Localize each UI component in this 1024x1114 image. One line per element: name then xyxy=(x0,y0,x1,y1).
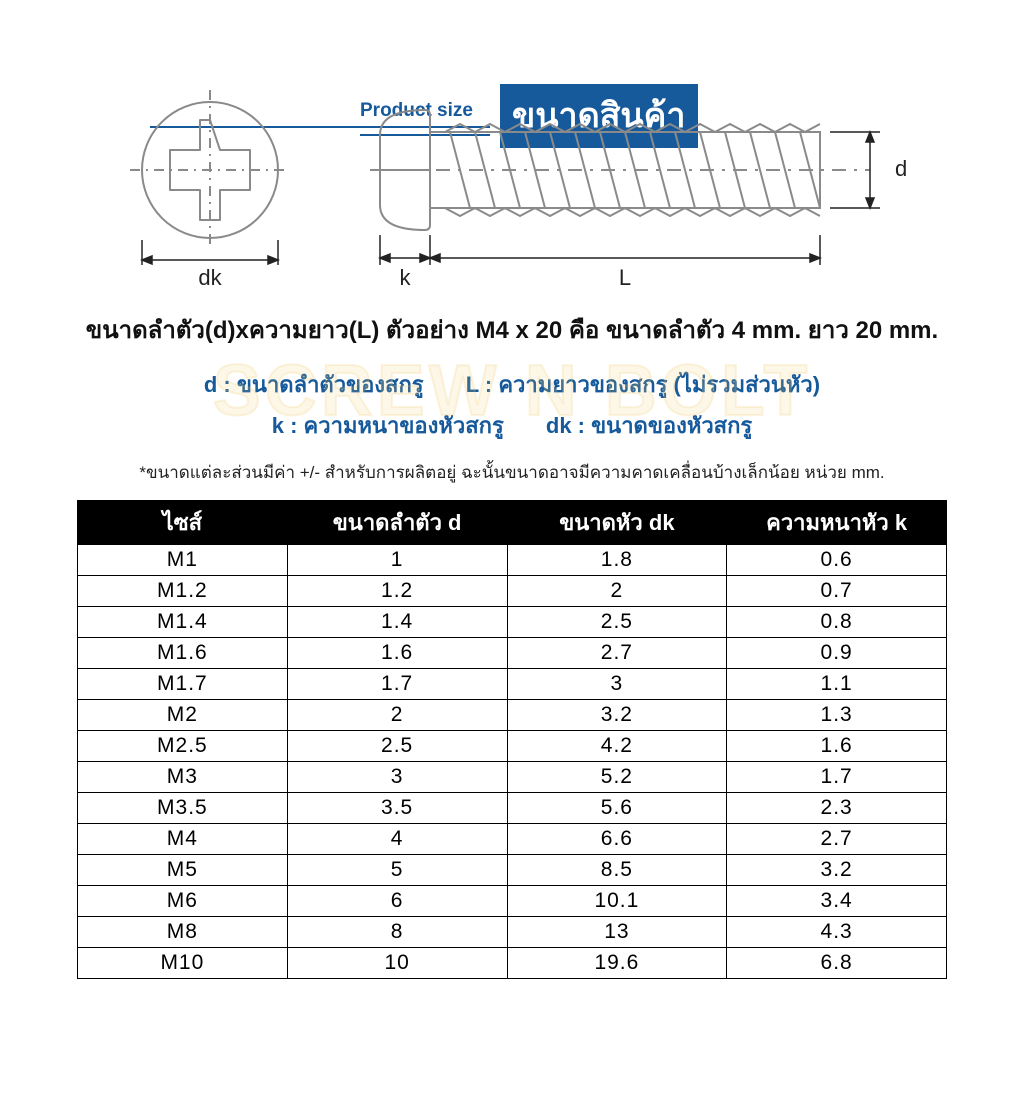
table-cell: 8.5 xyxy=(507,855,727,886)
screw-head-top-icon: dk xyxy=(110,90,310,300)
table-cell: 1.8 xyxy=(507,545,727,576)
table-cell: 5 xyxy=(287,855,507,886)
table-cell: 6 xyxy=(287,886,507,917)
table-cell: 4 xyxy=(287,824,507,855)
table-row: M101019.66.8 xyxy=(78,948,947,979)
legend-k: k : ความหนาของหัวสกรู xyxy=(272,408,504,443)
table-cell: 5.6 xyxy=(507,793,727,824)
table-cell: 4.2 xyxy=(507,731,727,762)
table-cell: M1.2 xyxy=(78,576,288,607)
table-cell: 1.3 xyxy=(727,700,947,731)
table-cell: 0.6 xyxy=(727,545,947,576)
table-cell: 1.7 xyxy=(287,669,507,700)
spec-table: ไซส์ ขนาดลำตัว d ขนาดหัว dk ความหนาหัว k… xyxy=(77,500,947,979)
table-row: M1.21.220.7 xyxy=(78,576,947,607)
label-L: L xyxy=(619,265,631,290)
table-row: M3.53.55.62.3 xyxy=(78,793,947,824)
col-d: ขนาดลำตัว d xyxy=(287,501,507,545)
table-row: M111.80.6 xyxy=(78,545,947,576)
col-dk: ขนาดหัว dk xyxy=(507,501,727,545)
table-cell: M10 xyxy=(78,948,288,979)
table-cell: 0.8 xyxy=(727,607,947,638)
diagram: dk xyxy=(0,90,1024,300)
table-cell: M6 xyxy=(78,886,288,917)
table-cell: 1.7 xyxy=(727,762,947,793)
table-cell: 13 xyxy=(507,917,727,948)
table-cell: 1 xyxy=(287,545,507,576)
table-cell: M4 xyxy=(78,824,288,855)
legend: d : ขนาดลำตัวของสกรู L : ความยาวของสกรู … xyxy=(0,367,1024,443)
table-cell: 3 xyxy=(507,669,727,700)
table-cell: 1.1 xyxy=(727,669,947,700)
table-cell: M5 xyxy=(78,855,288,886)
table-cell: M2 xyxy=(78,700,288,731)
table-cell: 4.3 xyxy=(727,917,947,948)
table-cell: 1.6 xyxy=(287,638,507,669)
table-cell: 6.8 xyxy=(727,948,947,979)
table-cell: 1.6 xyxy=(727,731,947,762)
table-cell: M1.4 xyxy=(78,607,288,638)
table-cell: 6.6 xyxy=(507,824,727,855)
table-cell: 1.2 xyxy=(287,576,507,607)
table-row: M88134.3 xyxy=(78,917,947,948)
table-row: M6610.13.4 xyxy=(78,886,947,917)
table-cell: 3.2 xyxy=(727,855,947,886)
table-cell: M1 xyxy=(78,545,288,576)
legend-dk: dk : ขนาดของหัวสกรู xyxy=(546,408,752,443)
table-cell: 2 xyxy=(287,700,507,731)
table-cell: M1.7 xyxy=(78,669,288,700)
table-cell: 3.2 xyxy=(507,700,727,731)
col-k: ความหนาหัว k xyxy=(727,501,947,545)
table-cell: 8 xyxy=(287,917,507,948)
table-cell: 2.7 xyxy=(507,638,727,669)
table-cell: 3 xyxy=(287,762,507,793)
table-header-row: ไซส์ ขนาดลำตัว d ขนาดหัว dk ความหนาหัว k xyxy=(78,501,947,545)
table-cell: 2.3 xyxy=(727,793,947,824)
table-cell: M1.6 xyxy=(78,638,288,669)
legend-L: L : ความยาวของสกรู (ไม่รวมส่วนหัว) xyxy=(466,367,820,402)
table-row: M1.61.62.70.9 xyxy=(78,638,947,669)
table-row: M223.21.3 xyxy=(78,700,947,731)
label-k: k xyxy=(400,265,412,290)
table-cell: 1.4 xyxy=(287,607,507,638)
table-row: M1.41.42.50.8 xyxy=(78,607,947,638)
table-cell: 2.7 xyxy=(727,824,947,855)
table-row: M2.52.54.21.6 xyxy=(78,731,947,762)
table-cell: 0.7 xyxy=(727,576,947,607)
table-cell: 2 xyxy=(507,576,727,607)
table-cell: M3.5 xyxy=(78,793,288,824)
table-cell: M2.5 xyxy=(78,731,288,762)
example-text: ขนาดลำตัว(d)xความยาว(L) ตัวอย่าง M4 x 20… xyxy=(0,310,1024,349)
screw-side-icon: d k L xyxy=(360,90,920,300)
table-cell: 19.6 xyxy=(507,948,727,979)
table-cell: 10 xyxy=(287,948,507,979)
table-row: M1.71.731.1 xyxy=(78,669,947,700)
table-cell: 10.1 xyxy=(507,886,727,917)
label-dk: dk xyxy=(198,265,222,290)
label-d: d xyxy=(895,156,907,181)
table-cell: 5.2 xyxy=(507,762,727,793)
table-row: M446.62.7 xyxy=(78,824,947,855)
table-cell: 2.5 xyxy=(507,607,727,638)
table-cell: 2.5 xyxy=(287,731,507,762)
table-row: M558.53.2 xyxy=(78,855,947,886)
table-cell: 3.4 xyxy=(727,886,947,917)
footnote: *ขนาดแต่ละส่วนมีค่า +/- สำหรับการผลิตอยู… xyxy=(0,459,1024,486)
table-cell: M3 xyxy=(78,762,288,793)
col-size: ไซส์ xyxy=(78,501,288,545)
table-cell: M8 xyxy=(78,917,288,948)
legend-d: d : ขนาดลำตัวของสกรู xyxy=(204,367,424,402)
table-cell: 3.5 xyxy=(287,793,507,824)
table-cell: 0.9 xyxy=(727,638,947,669)
table-row: M335.21.7 xyxy=(78,762,947,793)
